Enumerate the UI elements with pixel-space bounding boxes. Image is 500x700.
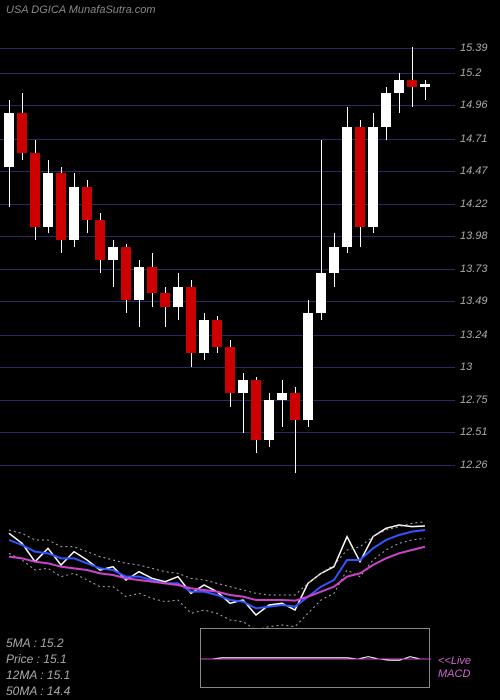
price-axis-label: 13.98: [460, 230, 488, 242]
price-axis-label: 12.26: [460, 459, 488, 471]
candle-body: [251, 380, 261, 440]
macd-inset: [200, 628, 430, 688]
macd-label-live: <<Live: [438, 655, 471, 668]
price-line: [9, 525, 425, 615]
candle-body: [4, 113, 14, 166]
candle-body: [160, 293, 170, 306]
candle-wick: [425, 80, 426, 100]
ma12-stat: 12MA : 15.1: [6, 667, 70, 683]
price-axis-label: 15.39: [460, 42, 488, 54]
candle-body: [43, 173, 53, 226]
candle-body: [368, 127, 378, 227]
candle-body: [134, 267, 144, 300]
price-axis-label: 13: [460, 361, 472, 373]
price-axis-label: 14.22: [460, 198, 488, 210]
chart-container: USA DGICA MunafaSutra.com 5MA : 15.2 Pri…: [0, 0, 500, 700]
gridline: [0, 432, 455, 433]
price-axis-label: 12.75: [460, 394, 488, 406]
band-lower: [9, 538, 425, 630]
candle-body: [420, 84, 430, 87]
gridline: [0, 73, 455, 74]
macd-label: <<Live MACD: [438, 655, 471, 681]
candle-body: [121, 247, 131, 300]
gridline: [0, 335, 455, 336]
price-axis-label: 15.2: [460, 67, 481, 79]
candle-body: [82, 187, 92, 220]
indicator-panel: [0, 510, 500, 630]
macd-label-text: MACD: [438, 668, 471, 681]
candle-body: [199, 320, 209, 353]
candle-body: [264, 400, 274, 440]
candle-body: [212, 320, 222, 347]
candle-body: [342, 127, 352, 247]
candle-body: [355, 127, 365, 227]
candle-wick: [282, 380, 283, 427]
candle-body: [147, 267, 157, 294]
candle-body: [381, 93, 391, 126]
candle-body: [316, 273, 326, 313]
price-axis-label: 14.96: [460, 99, 488, 111]
candle-body: [56, 173, 66, 240]
candle-body: [30, 153, 40, 226]
price-panel: [0, 20, 455, 500]
price-axis-label: 12.51: [460, 426, 488, 438]
ma-blue: [9, 530, 425, 608]
macd-white: [201, 657, 431, 661]
macd-svg: [201, 629, 431, 689]
price-axis-label: 14.47: [460, 165, 488, 177]
price-axis-label: 13.73: [460, 263, 488, 275]
candle-body: [173, 287, 183, 307]
candle-body: [290, 393, 300, 420]
candle-body: [108, 247, 118, 260]
candle-body: [17, 113, 27, 153]
candle-body: [69, 187, 79, 240]
candle-body: [225, 347, 235, 394]
ma50-stat: 50MA : 14.4: [6, 683, 70, 699]
candle-body: [329, 247, 339, 274]
price-axis-label: 14.71: [460, 133, 488, 145]
price-stat: Price : 15.1: [6, 651, 70, 667]
gridline: [0, 301, 455, 302]
stats-panel: 5MA : 15.2 Price : 15.1 12MA : 15.1 50MA…: [6, 635, 70, 699]
candle-wick: [412, 47, 413, 107]
candle-body: [277, 393, 287, 400]
candle-body: [186, 287, 196, 354]
candle-body: [95, 220, 105, 260]
candle-body: [407, 80, 417, 87]
price-axis-label: 13.24: [460, 329, 488, 341]
gridline: [0, 269, 455, 270]
gridline: [0, 465, 455, 466]
ma5-stat: 5MA : 15.2: [6, 635, 70, 651]
candle-body: [394, 80, 404, 93]
price-axis-label: 13.49: [460, 295, 488, 307]
gridline: [0, 400, 455, 401]
gridline: [0, 48, 455, 49]
indicator-svg: [0, 510, 455, 630]
candle-body: [303, 313, 313, 420]
chart-title: USA DGICA MunafaSutra.com: [6, 4, 156, 16]
candle-body: [238, 380, 248, 393]
gridline: [0, 171, 455, 172]
